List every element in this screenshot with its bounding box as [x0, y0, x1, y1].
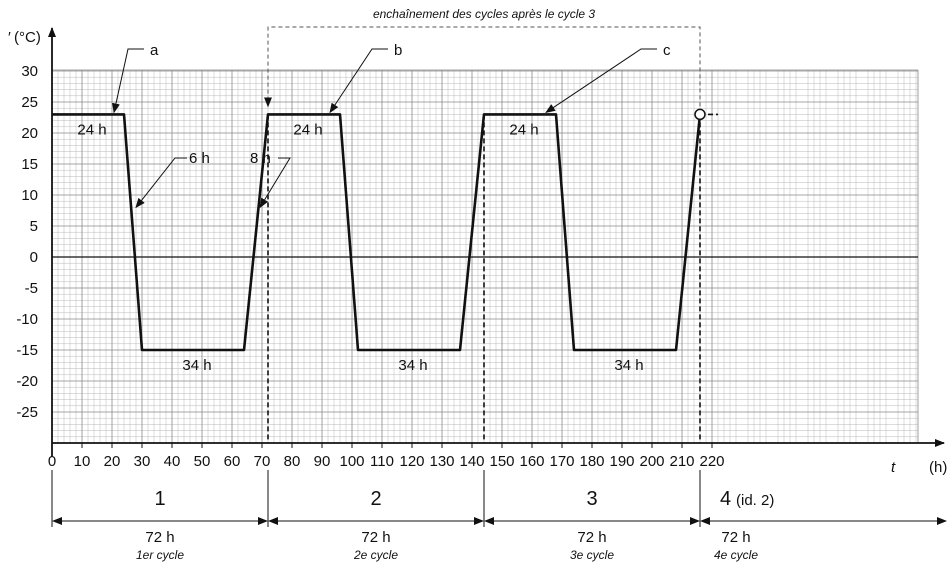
y-tick-label: 25: [21, 94, 38, 111]
x-tick-label: 110: [370, 453, 394, 470]
y-tick-label: -25: [16, 404, 38, 421]
annotation-leader: [329, 48, 388, 114]
x-tick-label: 50: [194, 453, 211, 470]
x-tick-label: 180: [579, 453, 604, 470]
duration-label: 34 h: [398, 357, 427, 374]
x-tick-label: 90: [314, 453, 331, 470]
duration-label: 24 h: [509, 121, 538, 138]
y-tick-label: 30: [21, 63, 38, 80]
x-tick-label: 140: [459, 453, 484, 470]
cycle-caption: 4e cycle: [714, 548, 758, 562]
cycle-duration: 72 h: [145, 529, 174, 546]
axes: [48, 27, 945, 457]
annotation-leader: [135, 157, 187, 209]
cycle-caption: 2e cycle: [353, 548, 398, 562]
x-tick-label: 220: [699, 453, 724, 470]
x-tick-label: 70: [254, 453, 271, 470]
x-tick-label: 80: [284, 453, 301, 470]
x-tick-label: 40: [164, 453, 181, 470]
cycle-number: 2: [370, 488, 381, 510]
cycle-duration: 72 h: [721, 529, 750, 546]
x-tick-label: 0: [48, 453, 56, 470]
y-axis-mark: ′: [8, 29, 11, 46]
temperature-series: [52, 113, 702, 352]
annotation-label: a: [150, 42, 159, 59]
y-tick-label: -5: [25, 280, 38, 297]
overlay: enchaînement des cycles après le cycle 3: [264, 7, 701, 443]
chaining-bracket: [264, 26, 701, 108]
x-tick-label: 190: [609, 453, 634, 470]
annotation-leader: [112, 48, 144, 114]
x-tick-label: 200: [639, 453, 664, 470]
y-tick-label: -10: [16, 311, 38, 328]
x-tick-label: 130: [429, 453, 454, 470]
cycle-end-marker: [694, 108, 706, 121]
y-tick-label: -20: [16, 373, 38, 390]
cycle-caption: 3e cycle: [570, 548, 614, 562]
tick-labels: 0 10 20 30 40 50 60 70 80 90 100 110 120 130 140 150 160…: [8, 29, 947, 476]
cycle-duration: 72 h: [577, 529, 606, 546]
x-tick-label: 100: [339, 453, 364, 470]
chaining-label: enchaînement des cycles après le cycle 3: [373, 7, 595, 21]
annotation-label: 6 h: [189, 150, 210, 167]
series: [52, 108, 718, 352]
cycle-number: 4: [720, 488, 731, 510]
x-tick-label: 10: [74, 453, 91, 470]
x-axis-unit: (h): [929, 459, 947, 476]
y-tick-label: 10: [21, 187, 38, 204]
annotation-leader: [259, 157, 291, 209]
cycle-caption: 1er cycle: [136, 548, 184, 562]
y-tick-label: -15: [16, 342, 38, 359]
x-tick-label: 120: [399, 453, 424, 470]
annotation-label: c: [663, 42, 671, 59]
duration-label: 24 h: [293, 121, 322, 138]
cycle-number: 3: [586, 488, 597, 510]
y-tick-label: 20: [21, 125, 38, 142]
x-tick-label: 20: [104, 453, 121, 470]
cycle-duration: 72 h: [361, 529, 390, 546]
y-tick-label: 0: [30, 249, 38, 266]
x-tick-label: 60: [224, 453, 241, 470]
y-tick-label: 15: [21, 156, 38, 173]
annotation-label: 8 h: [250, 150, 271, 167]
cycle-number-suffix: (id. 2): [736, 492, 774, 509]
y-tick-label: 5: [30, 218, 38, 235]
annotation-label: b: [394, 42, 402, 59]
cycle-scale: 1 72 h 1er cycle 2 72 h 2e cycle 3 72 h 3e cycle…: [51, 470, 947, 562]
x-axis-label: t: [891, 459, 896, 476]
x-tick-label: 150: [489, 453, 514, 470]
x-tick-label: 170: [549, 453, 574, 470]
annotation-leader: [545, 48, 657, 113]
x-tick-label: 210: [669, 453, 694, 470]
annotations: a b c 6 h 8 h 24 h 24 h 24 h 34 h 34 h 34 h: [77, 42, 671, 374]
duration-label: 34 h: [182, 357, 211, 374]
cycle-number: 1: [154, 488, 165, 510]
y-axis-unit: (°C): [14, 29, 41, 46]
duration-label: 34 h: [614, 357, 643, 374]
duration-label: 24 h: [77, 121, 106, 138]
x-tick-label: 160: [519, 453, 544, 470]
x-tick-label: 30: [134, 453, 151, 470]
